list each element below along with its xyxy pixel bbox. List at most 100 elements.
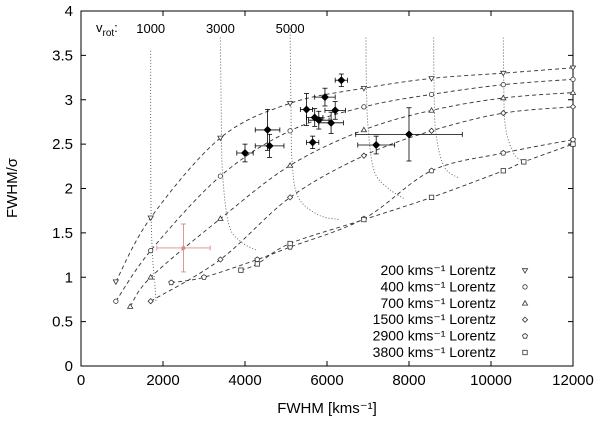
observation-point <box>337 76 346 85</box>
observation-point <box>302 105 311 114</box>
y-tick-label: 2 <box>65 181 73 198</box>
series-marker-triangle-down <box>569 65 577 72</box>
x-axis: 0 2000 4000 6000 8000 10000 12000 <box>77 11 594 389</box>
series-line <box>240 143 574 271</box>
series-marker-triangle-up <box>428 107 435 113</box>
series-marker-circle <box>428 91 435 98</box>
series-marker-triangle-down <box>112 279 120 286</box>
series-marker-circle <box>148 248 154 254</box>
series-marker-circle <box>217 173 224 179</box>
series-marker-diamond <box>360 152 368 159</box>
series-marker-triangle-down <box>428 76 435 82</box>
series-marker-square <box>238 267 244 273</box>
series-marker-triangle-down <box>147 215 154 222</box>
observation-point <box>372 141 381 150</box>
legend-label: 700 kms⁻¹ Lorentz <box>380 295 496 311</box>
observation-point <box>241 149 249 157</box>
series-marker-square <box>521 159 527 165</box>
vrot-curve <box>150 50 157 302</box>
vrot-title: vrot: <box>96 20 118 39</box>
series-line <box>150 106 574 302</box>
series-marker-triangle-up <box>217 215 224 221</box>
observation-point <box>308 138 317 147</box>
vrot-labels: 1000 3000 5000 <box>136 21 304 36</box>
observation-point <box>320 93 329 102</box>
series-marker-square <box>500 168 506 174</box>
series-marker-square <box>522 349 528 356</box>
series-line <box>129 92 574 307</box>
series-marker-triangle-up <box>569 89 577 95</box>
series-marker-triangle-up <box>147 273 154 280</box>
series-marker-square <box>428 194 435 200</box>
y-tick-label: 1.5 <box>52 225 73 242</box>
vrot-subscript: rot <box>103 28 115 39</box>
vrot-curve <box>365 37 406 200</box>
series-lines <box>115 67 574 307</box>
series-marker-diamond <box>428 127 435 134</box>
x-tick-label: 2000 <box>146 372 179 389</box>
series-marker-triangle-up <box>126 303 134 309</box>
vrot-curve-label: 3000 <box>206 21 235 36</box>
x-tick-label: 0 <box>77 372 85 389</box>
series-marker-triangle-down <box>286 101 294 107</box>
series-marker-pentagon <box>428 167 435 174</box>
series-marker-pentagon <box>168 279 175 286</box>
series-marker-circle <box>522 284 528 290</box>
series-marker-circle <box>287 128 293 134</box>
vrot-curve <box>289 28 340 221</box>
series-marker-pentagon <box>522 333 528 339</box>
series-marker-square <box>287 240 293 247</box>
series-marker-square <box>361 216 367 223</box>
y-tick-label: 4 <box>65 3 73 20</box>
highlight-point-marker <box>181 245 186 250</box>
series-line <box>171 139 574 284</box>
series-line <box>115 67 574 282</box>
y-tick-label: 0 <box>65 358 73 375</box>
series-marker-triangle-down <box>360 85 368 92</box>
observation-point <box>327 118 336 127</box>
series-marker-pentagon <box>570 136 576 143</box>
series-marker-diamond <box>217 256 224 263</box>
y-tick-label: 1 <box>65 269 73 286</box>
observations <box>236 73 463 163</box>
observation-point <box>405 130 413 139</box>
series-marker-diamond <box>569 103 577 111</box>
plot-frame <box>80 10 574 367</box>
vrot-curve <box>219 37 258 251</box>
series-marker-triangle-down <box>500 70 507 77</box>
series-marker-pentagon <box>500 149 507 156</box>
y-axis-title: FWHM/σ <box>4 157 21 218</box>
series-marker-triangle-down <box>521 268 529 274</box>
x-tick-label: 4000 <box>228 372 261 389</box>
series-marker-triangle-up <box>521 299 529 306</box>
y-tick-label: 0.5 <box>52 314 73 331</box>
vrot-curve <box>502 37 525 163</box>
legend-label: 400 kms⁻¹ Lorentz <box>380 278 496 294</box>
y-tick-label: 3.5 <box>52 47 73 64</box>
series-marker-triangle-up <box>500 94 507 101</box>
series-marker-square <box>570 141 576 147</box>
vrot-curve <box>433 37 459 179</box>
observation-point <box>314 116 323 125</box>
y-tick-label: 2.5 <box>52 136 73 153</box>
series-marker-circle <box>500 82 506 88</box>
series-marker-square <box>254 261 260 267</box>
series-marker-diamond <box>147 298 154 305</box>
series-markers <box>112 65 577 309</box>
series-marker-triangle-up <box>286 162 294 168</box>
x-tick-label: 6000 <box>310 372 343 389</box>
legend-label: 1500 kms⁻¹ Lorentz <box>373 311 496 327</box>
x-axis-title: FWHM [kms⁻¹] <box>277 400 377 417</box>
series-marker-pentagon <box>201 274 207 280</box>
series-marker-circle <box>113 298 119 304</box>
series-line <box>115 78 574 302</box>
series-marker-circle <box>361 104 367 110</box>
x-tick-label: 10000 <box>470 372 512 389</box>
legend-label: 200 kms⁻¹ Lorentz <box>380 262 496 278</box>
vrot-curve-label: 1000 <box>136 21 165 36</box>
y-axis: 0 0.5 1 1.5 2 2.5 3 3.5 4 <box>52 3 573 375</box>
series-marker-triangle-up <box>360 126 368 133</box>
observation-point <box>263 125 272 134</box>
vrot-curves <box>150 28 525 302</box>
